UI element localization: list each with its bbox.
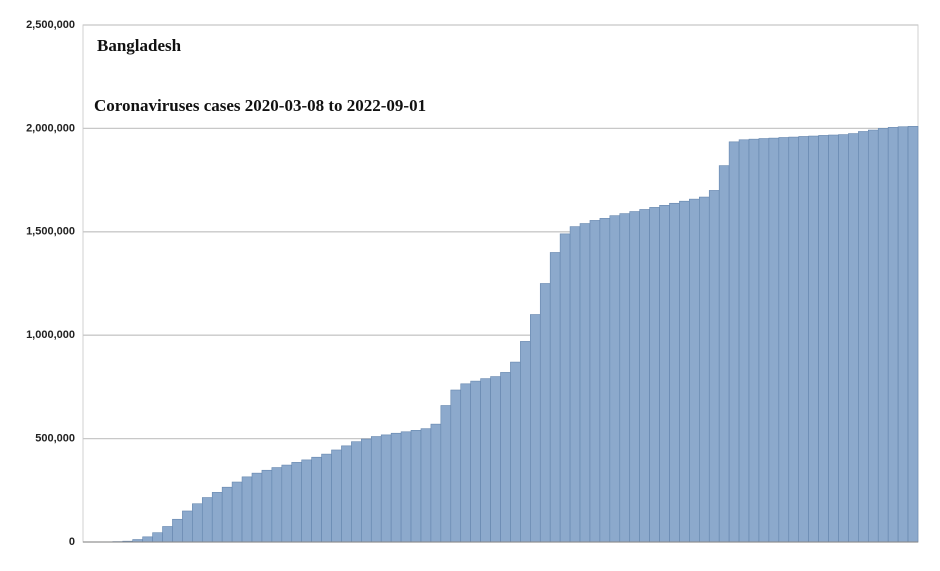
bar	[162, 526, 173, 543]
bar	[301, 459, 312, 543]
bar	[679, 200, 690, 543]
y-tick-label: 1,000,000	[26, 329, 75, 341]
bar	[410, 430, 422, 543]
bar	[271, 467, 283, 543]
bar	[659, 205, 670, 543]
bars	[92, 126, 919, 543]
bar	[251, 472, 263, 543]
bar	[460, 383, 471, 543]
bar	[430, 423, 442, 543]
bar	[420, 428, 432, 543]
bar	[867, 129, 879, 543]
bar	[172, 518, 183, 543]
bar	[520, 341, 531, 543]
bar	[838, 134, 849, 543]
bar	[450, 389, 462, 543]
bar	[897, 126, 909, 543]
bar	[211, 492, 223, 543]
bar	[331, 449, 342, 543]
bar	[738, 139, 750, 543]
bar	[579, 223, 591, 543]
bar	[192, 503, 203, 543]
bar	[649, 207, 660, 543]
bar	[510, 361, 521, 543]
bar	[708, 190, 720, 543]
bar	[728, 141, 740, 543]
bar	[470, 380, 481, 543]
bar	[480, 378, 491, 543]
bar	[142, 536, 153, 543]
bar	[639, 209, 650, 543]
bar	[231, 481, 243, 543]
y-tick-label: 0	[69, 536, 75, 548]
bar	[490, 376, 501, 543]
y-tick-label: 2,000,000	[26, 122, 75, 134]
bar	[798, 136, 809, 543]
bar	[291, 462, 302, 543]
bar	[699, 196, 710, 543]
bar	[351, 441, 362, 543]
bar	[907, 126, 919, 543]
bar	[380, 434, 392, 543]
chart-subtitle: Coronaviruses cases 2020-03-08 to 2022-0…	[94, 96, 426, 115]
y-tick-label: 2,500,000	[26, 19, 75, 31]
bar	[748, 138, 760, 543]
bar	[311, 456, 322, 543]
bar	[221, 486, 233, 543]
bar	[848, 133, 859, 543]
bar	[530, 314, 541, 543]
bar	[400, 431, 412, 543]
bar	[619, 213, 631, 543]
bar	[778, 137, 790, 543]
bar	[539, 283, 551, 543]
bar	[788, 136, 800, 543]
bar	[370, 436, 382, 543]
bar	[549, 252, 561, 543]
bar	[321, 453, 332, 543]
bar	[241, 476, 253, 543]
bar	[261, 469, 273, 543]
bar	[599, 218, 611, 543]
bar	[569, 226, 581, 543]
bar	[201, 497, 213, 543]
bar	[629, 211, 640, 543]
bar	[858, 131, 869, 543]
bar	[669, 202, 680, 543]
bar	[361, 438, 372, 543]
bar	[818, 135, 829, 543]
y-tick-label: 1,500,000	[26, 226, 75, 238]
bar	[281, 464, 293, 543]
bar	[609, 215, 621, 543]
chart-title: Bangladesh	[97, 36, 182, 55]
bar	[828, 134, 839, 543]
bar	[589, 220, 601, 543]
bar	[758, 138, 770, 543]
y-tick-label: 500,000	[35, 433, 75, 445]
bar	[718, 165, 730, 543]
bar	[877, 128, 889, 543]
bar	[689, 198, 700, 543]
bar	[559, 233, 571, 543]
bar	[390, 432, 402, 543]
bar	[341, 445, 352, 543]
bar	[440, 405, 452, 543]
bar	[808, 135, 819, 543]
bar	[768, 137, 780, 543]
bar	[500, 372, 511, 543]
bar	[182, 510, 193, 543]
bar	[887, 127, 899, 543]
bar	[152, 532, 163, 543]
